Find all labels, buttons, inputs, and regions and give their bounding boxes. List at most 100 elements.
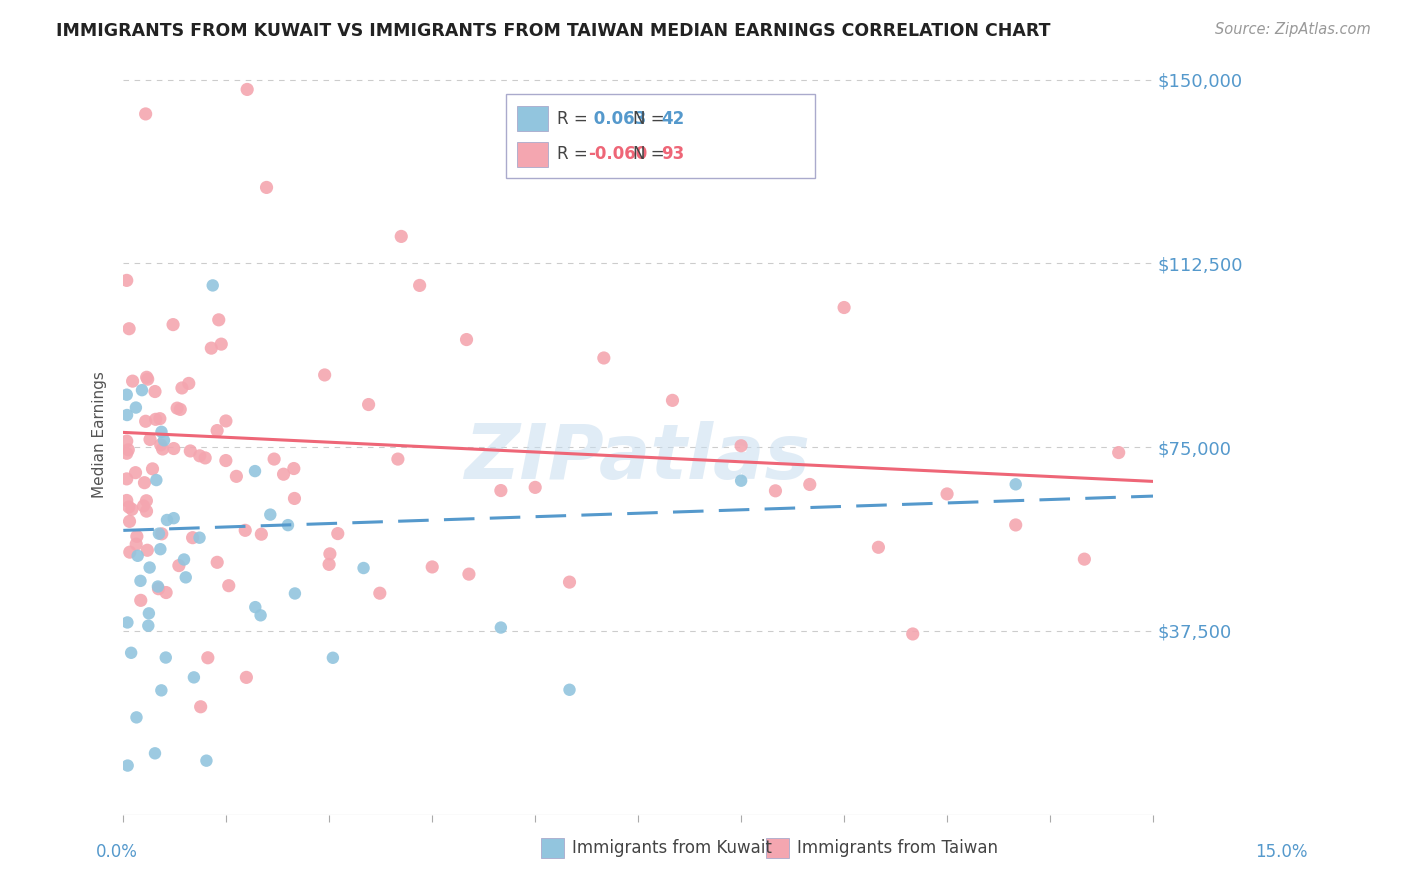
Point (326, 526, 349, 541)
Point (131, 383, 153, 397)
Point (868, 541, 890, 555)
Text: R =: R = (557, 145, 593, 163)
Point (155, 585, 177, 599)
Point (121, 502, 143, 516)
Text: 42: 42 (661, 110, 685, 128)
Point (314, 368, 336, 382)
Point (174, 570, 197, 584)
Point (162, 318, 184, 332)
Text: IMMIGRANTS FROM KUWAIT VS IMMIGRANTS FROM TAIWAN MEDIAN EARNINGS CORRELATION CHA: IMMIGRANTS FROM KUWAIT VS IMMIGRANTS FRO… (56, 22, 1050, 40)
Point (205, 424, 228, 438)
Point (215, 414, 238, 428)
Point (163, 511, 186, 525)
Point (558, 575, 581, 590)
Point (115, 408, 138, 422)
Point (136, 543, 159, 558)
Point (150, 526, 173, 541)
Point (135, 107, 157, 121)
Y-axis label: Median Earnings: Median Earnings (93, 371, 107, 499)
Point (173, 552, 195, 566)
Point (118, 514, 141, 528)
Point (190, 699, 212, 714)
Point (125, 710, 148, 724)
Text: N =: N = (633, 110, 669, 128)
Point (135, 504, 157, 518)
Point (765, 483, 787, 498)
Point (135, 370, 157, 384)
Text: Source: ZipAtlas.com: Source: ZipAtlas.com (1215, 22, 1371, 37)
Point (138, 560, 160, 574)
Point (218, 579, 240, 593)
Point (489, 621, 512, 635)
Point (117, 442, 139, 457)
Point (318, 558, 340, 572)
Point (170, 381, 193, 395)
Point (138, 607, 160, 621)
Point (156, 513, 179, 527)
Point (195, 754, 218, 768)
Point (118, 545, 141, 559)
Text: 93: 93 (661, 145, 685, 163)
Point (129, 593, 152, 607)
Text: 0.063: 0.063 (588, 110, 645, 128)
Point (489, 483, 512, 498)
Point (115, 387, 138, 401)
Point (249, 608, 271, 623)
Point (139, 433, 162, 447)
Point (283, 491, 305, 506)
Point (832, 301, 855, 315)
Point (456, 333, 478, 347)
Point (118, 322, 141, 336)
Point (120, 646, 142, 660)
Point (115, 434, 138, 448)
Point (149, 542, 172, 557)
Point (420, 560, 443, 574)
Point (661, 393, 683, 408)
Point (730, 474, 752, 488)
Point (200, 341, 222, 355)
Point (148, 526, 170, 541)
Text: R =: R = (557, 110, 593, 128)
Point (155, 650, 177, 665)
Point (115, 472, 138, 486)
Point (1004, 477, 1026, 491)
Point (150, 683, 173, 698)
Text: -0.060: -0.060 (588, 145, 647, 163)
Point (215, 453, 238, 467)
Point (256, 180, 278, 194)
Point (259, 508, 281, 522)
Point (179, 444, 201, 458)
Point (209, 337, 232, 351)
Point (233, 524, 256, 538)
Point (145, 412, 167, 426)
Point (208, 313, 231, 327)
Point (132, 499, 155, 513)
Point (353, 561, 375, 575)
Point (150, 425, 173, 439)
Point (143, 384, 166, 399)
Point (263, 452, 285, 467)
Point (194, 450, 217, 465)
Point (236, 82, 259, 96)
Point (592, 351, 614, 365)
Point (169, 402, 191, 417)
Point (118, 500, 141, 514)
Point (243, 464, 266, 478)
Point (197, 650, 219, 665)
Point (115, 273, 138, 287)
Point (901, 627, 924, 641)
Point (125, 401, 148, 415)
Text: ZIPatlas: ZIPatlas (465, 421, 811, 495)
Point (134, 475, 156, 490)
Point (125, 537, 148, 551)
Point (149, 411, 172, 425)
Point (127, 549, 149, 563)
Point (181, 531, 204, 545)
Point (201, 278, 224, 293)
Point (136, 372, 159, 386)
Point (277, 518, 299, 533)
Point (135, 493, 157, 508)
Point (408, 278, 430, 293)
Point (284, 586, 307, 600)
Point (143, 747, 166, 761)
